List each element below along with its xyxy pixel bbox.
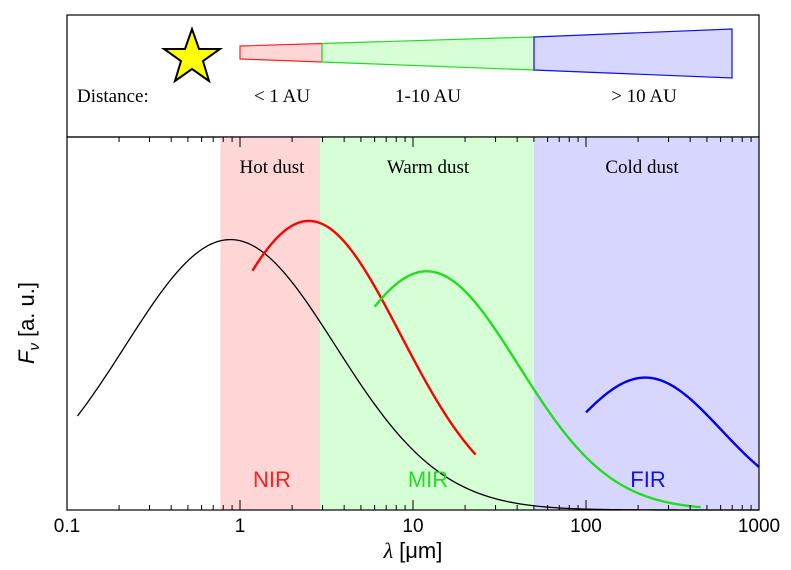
- region-label-cold: Cold dust: [605, 157, 679, 178]
- distance-panel: Distance: < 1 AU 1-10 AU > 10 AU: [66, 14, 760, 138]
- zone-wedge-outer: [533, 28, 733, 79]
- x-axis-ticks: [118, 137, 752, 510]
- y-axis-subscript: ν: [26, 343, 43, 351]
- x-tick-label: 0.1: [54, 516, 80, 537]
- star-icon: [160, 25, 224, 84]
- zone-label-outer: > 10 AU: [611, 86, 677, 107]
- zone-label-inner: < 1 AU: [254, 86, 310, 107]
- sed-plot: Hot dust Warm dust Cold dust NIR MIR FIR…: [14, 136, 780, 563]
- x-tick-labels: 0.1 1 10 100 1000: [54, 516, 780, 537]
- x-axis-unit: [μm]: [399, 538, 442, 563]
- band-label-mir: MIR: [408, 467, 448, 492]
- region-label-hot: Hot dust: [240, 157, 306, 178]
- x-tick-label: 1: [235, 516, 246, 537]
- x-tick-label: 100: [570, 516, 602, 537]
- region-label-warm: Warm dust: [387, 157, 470, 178]
- curve-warm: [373, 270, 701, 509]
- region-band-nir: [220, 137, 320, 510]
- curve-hot: [251, 219, 477, 456]
- distance-label: Distance:: [77, 86, 149, 107]
- curve-cold: [585, 376, 760, 468]
- x-tick-label: 10: [402, 516, 423, 537]
- x-tick-label: 1000: [738, 516, 780, 537]
- y-axis-unit: [a. u.]: [14, 282, 39, 337]
- zone-wedge-inner: [239, 42, 323, 63]
- region-band-mir: [319, 137, 534, 510]
- plot-frame: [66, 136, 760, 511]
- zone-label-middle: 1-10 AU: [395, 86, 461, 107]
- y-axis-symbol: F: [14, 349, 39, 364]
- y-axis-label: Fν [a. u.]: [14, 282, 43, 364]
- region-bands: [220, 137, 759, 510]
- band-label-nir: NIR: [253, 467, 291, 492]
- x-axis-label: λ [μm]: [383, 538, 443, 563]
- x-axis-symbol: λ: [383, 538, 394, 563]
- band-label-fir: FIR: [630, 467, 665, 492]
- region-band-fir: [533, 137, 759, 510]
